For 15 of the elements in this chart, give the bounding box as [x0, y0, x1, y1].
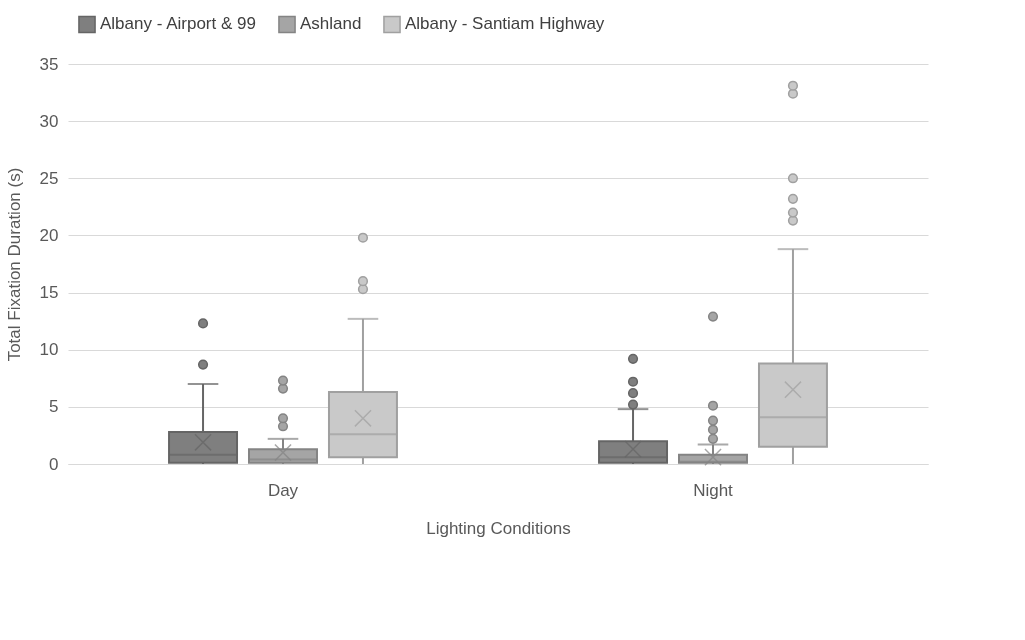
- legend-label: Albany - Airport & 99: [100, 14, 256, 34]
- legend-label: Albany - Santiam Highway: [405, 14, 605, 34]
- y-tick-label: 30: [39, 111, 59, 131]
- x-tick-label: Night: [693, 480, 734, 500]
- y-tick-label: 25: [39, 168, 59, 188]
- y-tick-label: 0: [49, 454, 59, 474]
- x-axis-title: Lighting Conditions: [426, 518, 571, 538]
- y-tick-label: 20: [39, 225, 59, 245]
- y-axis-title: Total Fixation Duration (s): [4, 167, 24, 362]
- x-tick-label: Day: [267, 480, 299, 500]
- y-tick-label: 5: [49, 397, 59, 417]
- y-tick-label: 15: [39, 283, 59, 303]
- y-tick-label: 10: [39, 340, 59, 360]
- y-tick-label: 35: [39, 54, 59, 74]
- legend-label: Ashland: [300, 14, 362, 34]
